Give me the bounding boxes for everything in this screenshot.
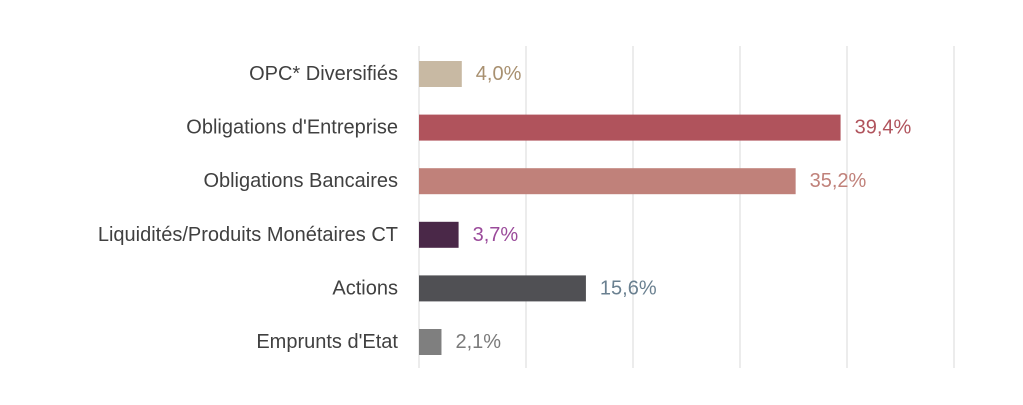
bar-3 [419,221,459,248]
bar-2 [419,168,796,195]
value-label-5: 2,1% [455,331,501,353]
category-label-3: Liquidités/Produits Monétaires CT [98,224,398,246]
bar-4 [419,275,586,302]
bar-0 [419,61,462,87]
category-label-1: Obligations d'Entreprise [186,117,398,139]
bars [419,61,841,355]
value-labels: 4,0% 39,4% 35,2% 3,7% 15,6% 2,1% [455,63,911,353]
category-label-4: Actions [332,277,398,299]
gridlines [418,46,955,368]
category-label-5: Emprunts d'Etat [256,331,398,353]
category-labels: OPC* Diversifiés Obligations d'Entreprise… [98,63,399,353]
value-label-0: 4,0% [476,63,522,85]
value-label-4: 15,6% [600,277,657,299]
bar-1 [419,114,841,141]
value-label-3: 3,7% [473,224,519,246]
bar-5 [419,329,442,355]
value-label-1: 39,4% [855,117,912,139]
category-label-2: Obligations Bancaires [203,170,398,192]
value-label-2: 35,2% [810,170,867,192]
category-label-0: OPC* Diversifiés [249,63,398,85]
